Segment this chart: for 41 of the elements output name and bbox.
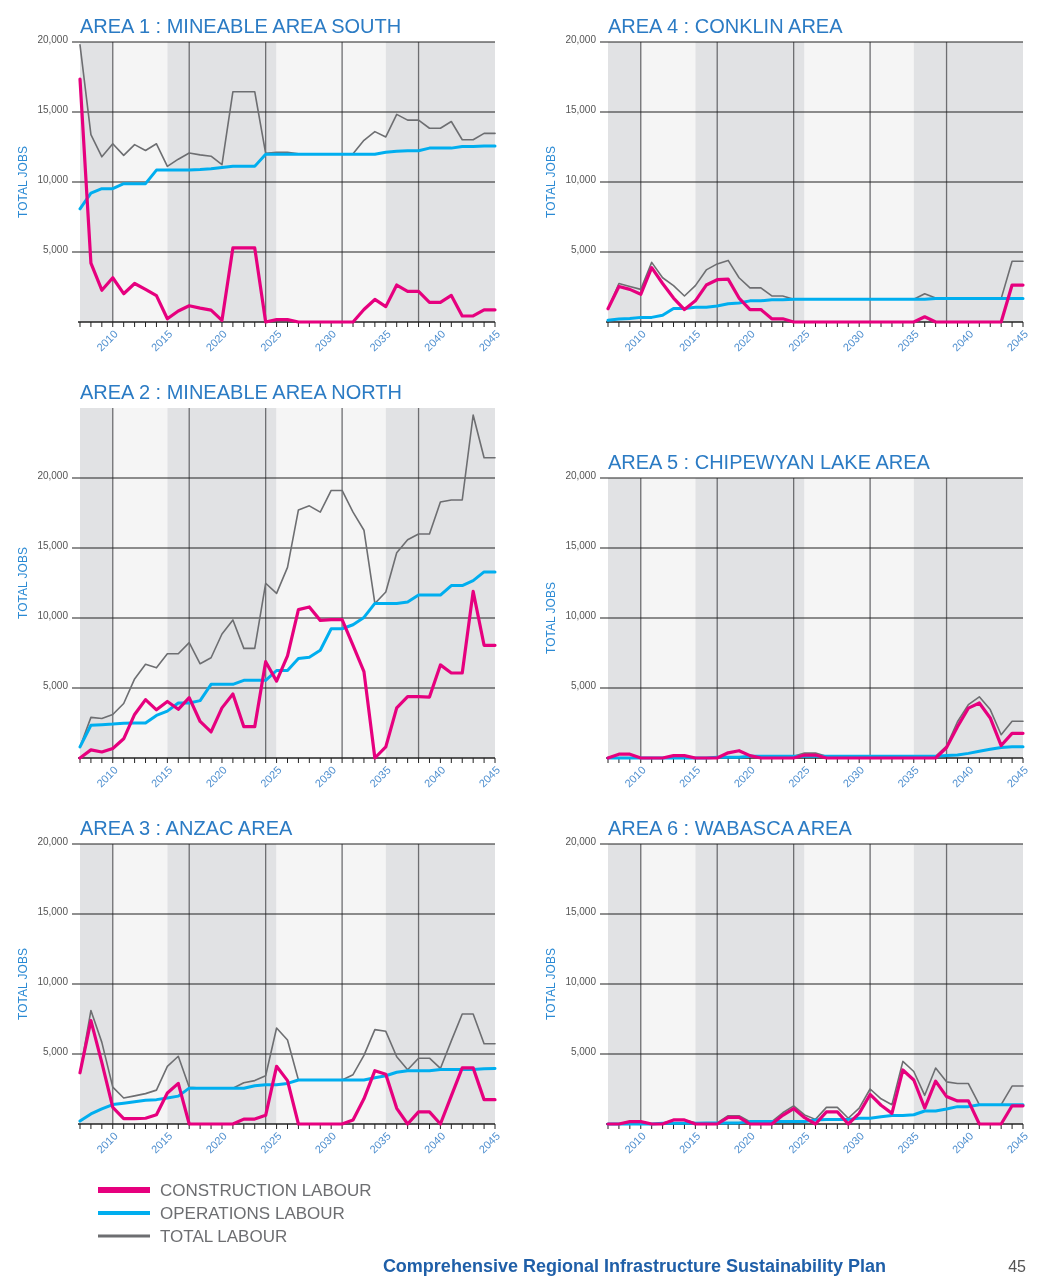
y-tick-label: 15,000 bbox=[37, 906, 69, 917]
chart-title: AREA 4 : CONKLIN AREA bbox=[608, 15, 844, 37]
y-tick-label: 10,000 bbox=[565, 610, 597, 621]
legend-label: CONSTRUCTION LABOUR bbox=[160, 1180, 372, 1200]
y-tick-label: 5,000 bbox=[42, 680, 69, 691]
y-axis-title: TOTAL JOBS bbox=[16, 547, 30, 619]
y-tick-label: 10,000 bbox=[37, 610, 69, 621]
y-tick-label: 5,000 bbox=[42, 244, 69, 255]
y-tick-label: 15,000 bbox=[37, 540, 69, 551]
legend-label: TOTAL LABOUR bbox=[160, 1226, 288, 1246]
legend-label: OPERATIONS LABOUR bbox=[160, 1203, 345, 1223]
y-axis-title: TOTAL JOBS bbox=[16, 146, 30, 218]
y-tick-label: 20,000 bbox=[37, 836, 69, 847]
y-tick-label: 5,000 bbox=[570, 1046, 597, 1057]
chart-title: AREA 5 : CHIPEWYAN LAKE AREA bbox=[608, 451, 931, 473]
chart-title: AREA 6 : WABASCA AREA bbox=[608, 817, 853, 839]
y-tick-label: 15,000 bbox=[37, 104, 69, 115]
y-tick-label: 15,000 bbox=[565, 906, 597, 917]
y-tick-label: 20,000 bbox=[565, 34, 597, 45]
y-tick-label: 20,000 bbox=[565, 470, 597, 481]
y-tick-label: 5,000 bbox=[42, 1046, 69, 1057]
y-tick-label: 5,000 bbox=[570, 680, 597, 691]
chart-title: AREA 2 : MINEABLE AREA NORTH bbox=[80, 381, 402, 403]
text: Comprehensive Regional Infrastructure Sustainability Plan bbox=[382, 1256, 886, 1276]
y-axis-title: TOTAL JOBS bbox=[544, 948, 558, 1020]
y-tick-label: 10,000 bbox=[565, 174, 597, 185]
y-tick-label: 10,000 bbox=[37, 174, 69, 185]
y-tick-label: 20,000 bbox=[37, 470, 69, 481]
y-tick-label: 10,000 bbox=[565, 976, 597, 987]
y-tick-label: 15,000 bbox=[565, 104, 597, 115]
text: 45 bbox=[1008, 1258, 1027, 1275]
y-tick-label: 15,000 bbox=[565, 540, 597, 551]
y-tick-label: 10,000 bbox=[37, 976, 69, 987]
y-axis-title: TOTAL JOBS bbox=[544, 146, 558, 218]
chart-title: AREA 1 : MINEABLE AREA SOUTH bbox=[80, 15, 402, 37]
y-tick-label: 20,000 bbox=[565, 836, 597, 847]
y-tick-label: 20,000 bbox=[37, 34, 69, 45]
y-axis-title: TOTAL JOBS bbox=[544, 582, 558, 654]
y-axis-title: TOTAL JOBS bbox=[16, 948, 30, 1020]
chart-title: AREA 3 : ANZAC AREA bbox=[80, 817, 293, 839]
y-tick-label: 5,000 bbox=[570, 244, 597, 255]
